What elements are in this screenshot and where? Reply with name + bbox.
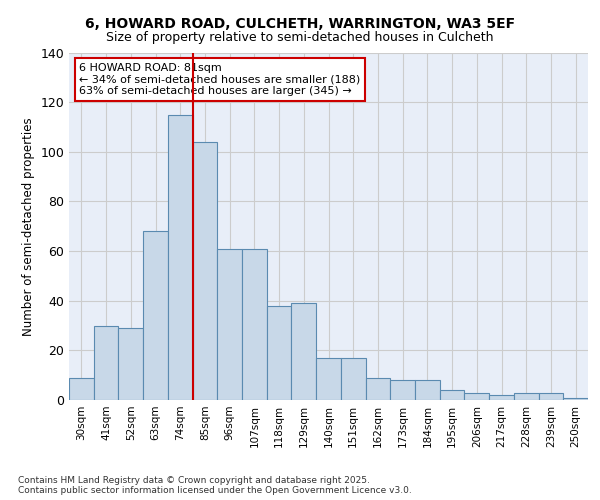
- Bar: [539, 392, 563, 400]
- Bar: [489, 395, 514, 400]
- Y-axis label: Number of semi-detached properties: Number of semi-detached properties: [22, 117, 35, 336]
- Bar: [316, 358, 341, 400]
- Text: Size of property relative to semi-detached houses in Culcheth: Size of property relative to semi-detach…: [106, 31, 494, 44]
- Bar: [69, 378, 94, 400]
- Bar: [143, 231, 168, 400]
- Bar: [193, 142, 217, 400]
- Bar: [118, 328, 143, 400]
- Bar: [94, 326, 118, 400]
- Bar: [292, 303, 316, 400]
- Bar: [440, 390, 464, 400]
- Bar: [415, 380, 440, 400]
- Bar: [168, 114, 193, 400]
- Text: Contains HM Land Registry data © Crown copyright and database right 2025.
Contai: Contains HM Land Registry data © Crown c…: [18, 476, 412, 495]
- Bar: [464, 392, 489, 400]
- Bar: [242, 248, 267, 400]
- Bar: [365, 378, 390, 400]
- Bar: [341, 358, 365, 400]
- Bar: [217, 248, 242, 400]
- Bar: [514, 392, 539, 400]
- Bar: [390, 380, 415, 400]
- Text: 6 HOWARD ROAD: 81sqm
← 34% of semi-detached houses are smaller (188)
63% of semi: 6 HOWARD ROAD: 81sqm ← 34% of semi-detac…: [79, 63, 361, 96]
- Bar: [267, 306, 292, 400]
- Bar: [563, 398, 588, 400]
- Text: 6, HOWARD ROAD, CULCHETH, WARRINGTON, WA3 5EF: 6, HOWARD ROAD, CULCHETH, WARRINGTON, WA…: [85, 16, 515, 30]
